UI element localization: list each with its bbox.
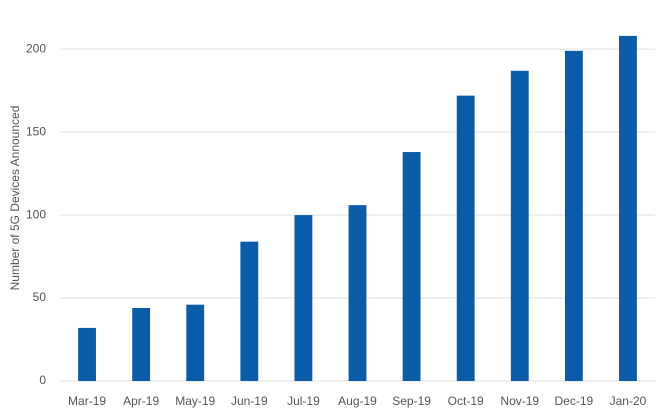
x-tick-label: Sep-19 (392, 394, 431, 408)
x-tick-label: Jan-20 (610, 394, 647, 408)
x-tick-label: Oct-19 (448, 394, 484, 408)
bar (294, 215, 313, 381)
bar (78, 327, 96, 381)
y-tick-label: 100 (26, 207, 46, 221)
x-tick-label: Dec-19 (555, 394, 594, 408)
x-tick-label: May-19 (175, 394, 215, 408)
bar (186, 304, 205, 381)
y-tick-label: 150 (26, 124, 46, 138)
bar (402, 152, 421, 381)
y-tick-label: 200 (26, 41, 46, 55)
x-tick-label: Apr-19 (123, 394, 159, 408)
y-axis-label: Number of 5G Devices Announced (8, 106, 22, 291)
y-tick-label: 0 (39, 373, 46, 387)
bar (564, 50, 583, 381)
x-tick-label: Jul-19 (287, 394, 320, 408)
bar (619, 35, 637, 382)
x-tick-label: Jun-19 (231, 394, 268, 408)
bar (510, 70, 529, 381)
bar (456, 95, 475, 382)
bar (240, 241, 259, 381)
y-tick-label: 50 (33, 290, 47, 304)
x-tick-label: Nov-19 (500, 394, 539, 408)
bar (348, 205, 367, 381)
bar (132, 308, 151, 381)
x-tick-label: Aug-19 (338, 394, 377, 408)
x-tick-label: Mar-19 (68, 394, 106, 408)
